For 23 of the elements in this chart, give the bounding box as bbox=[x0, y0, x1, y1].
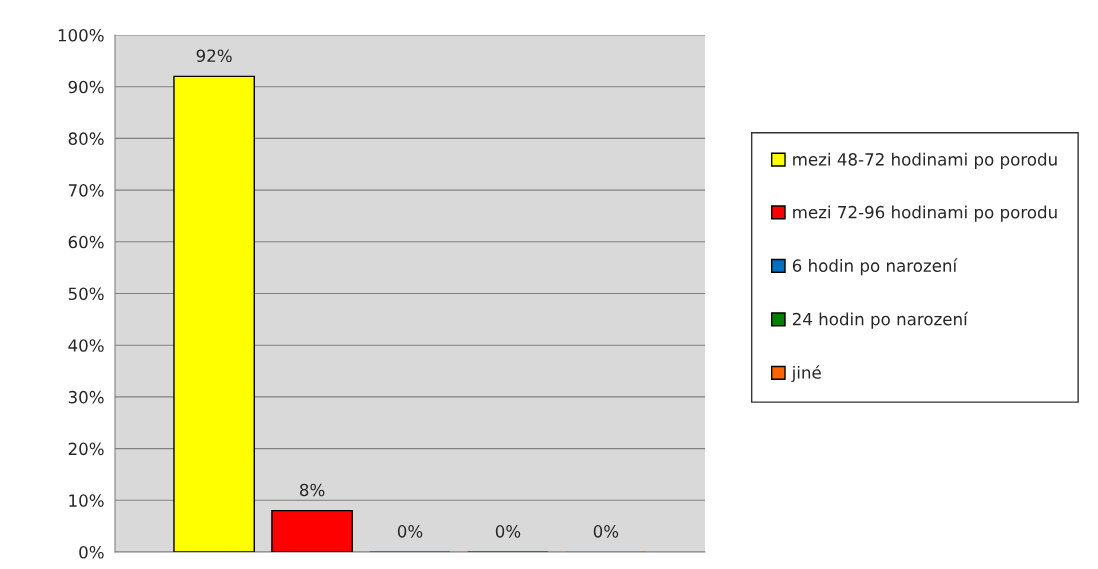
y-tick-label: 70% bbox=[68, 184, 104, 197]
y-tick-label: 0% bbox=[79, 545, 104, 559]
data-label: 0% bbox=[593, 525, 619, 538]
legend-label: 24 hodin po narození bbox=[792, 311, 969, 329]
y-tick-label: 10% bbox=[69, 494, 104, 507]
data-label: 92% bbox=[196, 49, 232, 63]
legend-label: 6 hodin po narození bbox=[792, 258, 958, 276]
data-label: 8% bbox=[299, 483, 325, 497]
bar bbox=[173, 75, 255, 552]
y-tick-label: 60% bbox=[68, 235, 104, 249]
data-label: 0% bbox=[495, 525, 521, 538]
y-tick-label: 30% bbox=[68, 390, 104, 404]
y-tick-label: 20% bbox=[68, 442, 104, 456]
data-label: 0% bbox=[397, 525, 423, 538]
bar bbox=[271, 509, 353, 552]
y-tick-label: 80% bbox=[68, 132, 104, 145]
y-tick-label: 100% bbox=[58, 28, 104, 42]
legend-label: mezi 48-72 hodinami po porodu bbox=[793, 152, 1057, 169]
y-tick-label: 90% bbox=[68, 80, 104, 94]
legend-label: mezi 72-96 hodinami po porodu bbox=[793, 205, 1057, 222]
y-tick-label: 50% bbox=[68, 287, 104, 301]
y-tick-label: 40% bbox=[68, 339, 104, 352]
legend-label: jiné bbox=[791, 365, 821, 383]
